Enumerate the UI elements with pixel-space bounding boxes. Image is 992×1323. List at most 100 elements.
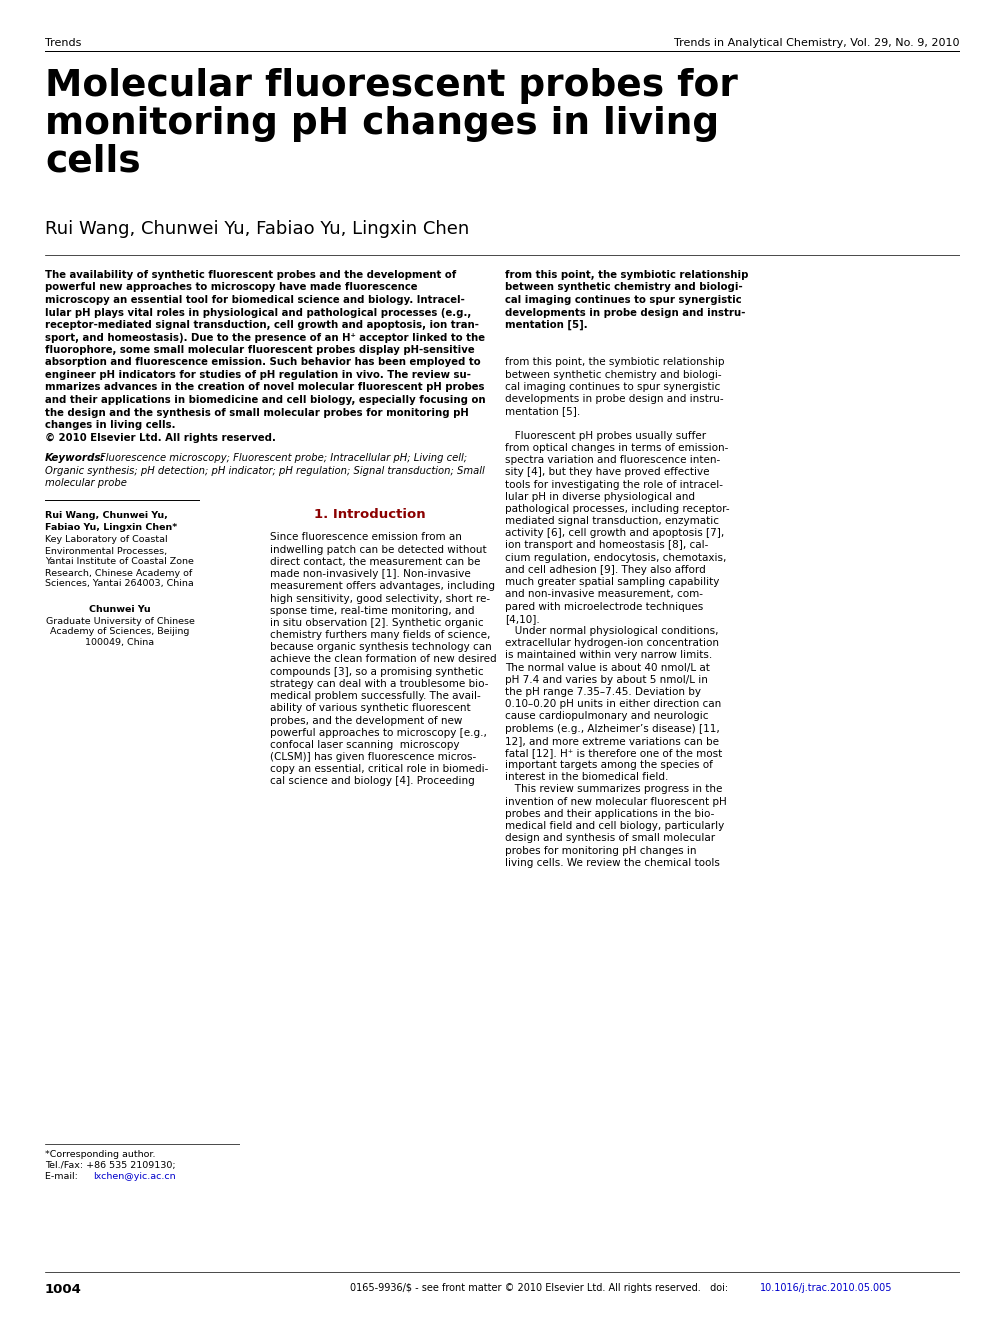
Text: copy an essential, critical role in biomedi-: copy an essential, critical role in biom… <box>270 765 488 774</box>
Text: Sciences, Yantai 264003, China: Sciences, Yantai 264003, China <box>45 579 193 589</box>
Text: interest in the biomedical field.: interest in the biomedical field. <box>505 773 669 782</box>
Text: changes in living cells.: changes in living cells. <box>45 419 176 430</box>
Text: and their applications in biomedicine and cell biology, especially focusing on: and their applications in biomedicine an… <box>45 396 486 405</box>
Text: Since fluorescence emission from an: Since fluorescence emission from an <box>270 532 462 542</box>
Text: [4,10].: [4,10]. <box>505 614 540 623</box>
Text: mmarizes advances in the creation of novel molecular fluorescent pH probes: mmarizes advances in the creation of nov… <box>45 382 484 393</box>
Text: Under normal physiological conditions,: Under normal physiological conditions, <box>505 626 718 636</box>
Text: mentation [5].: mentation [5]. <box>505 406 580 417</box>
Text: compounds [3], so a promising synthetic: compounds [3], so a promising synthetic <box>270 667 484 676</box>
Text: Key Laboratory of Coastal: Key Laboratory of Coastal <box>45 536 168 545</box>
Text: molecular probe: molecular probe <box>45 478 127 488</box>
Text: direct contact, the measurement can be: direct contact, the measurement can be <box>270 557 480 566</box>
Text: in situ observation [2]. Synthetic organic: in situ observation [2]. Synthetic organ… <box>270 618 484 628</box>
Text: problems (e.g., Alzheimer’s disease) [11,: problems (e.g., Alzheimer’s disease) [11… <box>505 724 720 733</box>
Text: This review summarizes progress in the: This review summarizes progress in the <box>505 785 722 795</box>
Text: developments in probe design and instru-: developments in probe design and instru- <box>505 394 723 404</box>
Text: ability of various synthetic fluorescent: ability of various synthetic fluorescent <box>270 704 470 713</box>
Text: 0.10–0.20 pH units in either direction can: 0.10–0.20 pH units in either direction c… <box>505 699 721 709</box>
Text: activity [6], cell growth and apoptosis [7],: activity [6], cell growth and apoptosis … <box>505 528 724 538</box>
Text: important targets among the species of: important targets among the species of <box>505 761 713 770</box>
Text: much greater spatial sampling capability: much greater spatial sampling capability <box>505 577 719 587</box>
Text: Rui Wang, Chunwei Yu,: Rui Wang, Chunwei Yu, <box>45 511 168 520</box>
Text: because organic synthesis technology can: because organic synthesis technology can <box>270 642 492 652</box>
Text: The normal value is about 40 nmol/L at: The normal value is about 40 nmol/L at <box>505 663 710 672</box>
Text: engineer pH indicators for studies of pH regulation in vivo. The review su-: engineer pH indicators for studies of pH… <box>45 370 471 380</box>
Text: receptor-mediated signal transduction, cell growth and apoptosis, ion tran-: receptor-mediated signal transduction, c… <box>45 320 479 329</box>
Text: the design and the synthesis of small molecular probes for monitoring pH: the design and the synthesis of small mo… <box>45 407 469 418</box>
Text: and cell adhesion [9]. They also afford: and cell adhesion [9]. They also afford <box>505 565 705 576</box>
Text: cells: cells <box>45 144 141 180</box>
Text: living cells. We review the chemical tools: living cells. We review the chemical too… <box>505 857 720 868</box>
Text: cium regulation, endocytosis, chemotaxis,: cium regulation, endocytosis, chemotaxis… <box>505 553 726 562</box>
Text: probes for monitoring pH changes in: probes for monitoring pH changes in <box>505 845 696 856</box>
Text: indwelling patch can be detected without: indwelling patch can be detected without <box>270 545 487 554</box>
Text: *Corresponding author.: *Corresponding author. <box>45 1150 156 1159</box>
Text: Molecular fluorescent probes for: Molecular fluorescent probes for <box>45 67 738 105</box>
Text: cal imaging continues to spur synergistic: cal imaging continues to spur synergisti… <box>505 382 720 392</box>
Text: chemistry furthers many fields of science,: chemistry furthers many fields of scienc… <box>270 630 490 640</box>
Text: sport, and homeostasis). Due to the presence of an H⁺ acceptor linked to the: sport, and homeostasis). Due to the pres… <box>45 332 485 343</box>
Text: design and synthesis of small molecular: design and synthesis of small molecular <box>505 833 715 843</box>
Text: from this point, the symbiotic relationship: from this point, the symbiotic relations… <box>505 357 724 368</box>
Text: lxchen@yic.ac.cn: lxchen@yic.ac.cn <box>93 1172 176 1181</box>
Text: monitoring pH changes in living: monitoring pH changes in living <box>45 106 719 142</box>
Text: strategy can deal with a troublesome bio-: strategy can deal with a troublesome bio… <box>270 679 488 689</box>
Text: developments in probe design and instru-: developments in probe design and instru- <box>505 307 745 318</box>
Text: pared with microelectrode techniques: pared with microelectrode techniques <box>505 602 703 611</box>
Text: tools for investigating the role of intracel-: tools for investigating the role of intr… <box>505 479 723 490</box>
Text: lular pH in diverse physiological and: lular pH in diverse physiological and <box>505 492 695 501</box>
Text: achieve the clean formation of new desired: achieve the clean formation of new desir… <box>270 655 497 664</box>
Text: the pH range 7.35–7.45. Deviation by: the pH range 7.35–7.45. Deviation by <box>505 687 701 697</box>
Text: Academy of Sciences, Beijing: Academy of Sciences, Beijing <box>51 627 189 636</box>
Text: absorption and fluorescence emission. Such behavior has been employed to: absorption and fluorescence emission. Su… <box>45 357 481 368</box>
Text: medical problem successfully. The avail-: medical problem successfully. The avail- <box>270 691 481 701</box>
Text: made non-invasively [1]. Non-invasive: made non-invasively [1]. Non-invasive <box>270 569 471 579</box>
Text: Fluorescent pH probes usually suffer: Fluorescent pH probes usually suffer <box>505 431 706 441</box>
Text: sity [4], but they have proved effective: sity [4], but they have proved effective <box>505 467 709 478</box>
Text: sponse time, real-time monitoring, and: sponse time, real-time monitoring, and <box>270 606 474 615</box>
Text: measurement offers advantages, including: measurement offers advantages, including <box>270 581 495 591</box>
Text: Graduate University of Chinese: Graduate University of Chinese <box>46 617 194 626</box>
Text: (CLSM)] has given fluorescence micros-: (CLSM)] has given fluorescence micros- <box>270 751 476 762</box>
Text: high sensitivity, good selectivity, short re-: high sensitivity, good selectivity, shor… <box>270 594 490 603</box>
Text: between synthetic chemistry and biologi-: between synthetic chemistry and biologi- <box>505 369 721 380</box>
Text: invention of new molecular fluorescent pH: invention of new molecular fluorescent p… <box>505 796 727 807</box>
Text: The availability of synthetic fluorescent probes and the development of: The availability of synthetic fluorescen… <box>45 270 456 280</box>
Text: powerful approaches to microscopy [e.g.,: powerful approaches to microscopy [e.g., <box>270 728 487 738</box>
Text: ion transport and homeostasis [8], cal-: ion transport and homeostasis [8], cal- <box>505 541 708 550</box>
Text: lular pH plays vital roles in physiological and pathological processes (e.g.,: lular pH plays vital roles in physiologi… <box>45 307 471 318</box>
Text: Fluorescence microscopy; Fluorescent probe; Intracellular pH; Living cell;: Fluorescence microscopy; Fluorescent pro… <box>100 452 467 463</box>
Text: microscopy an essential tool for biomedical science and biology. Intracel-: microscopy an essential tool for biomedi… <box>45 295 464 306</box>
Text: fatal [12]. H⁺ is therefore one of the most: fatal [12]. H⁺ is therefore one of the m… <box>505 747 722 758</box>
Text: and non-invasive measurement, com-: and non-invasive measurement, com- <box>505 589 703 599</box>
Text: 1004: 1004 <box>45 1283 82 1297</box>
Text: mentation [5].: mentation [5]. <box>505 320 587 331</box>
Text: spectra variation and fluorescence inten-: spectra variation and fluorescence inten… <box>505 455 720 466</box>
Text: medical field and cell biology, particularly: medical field and cell biology, particul… <box>505 822 724 831</box>
Text: fluorophore, some small molecular fluorescent probes display pH-sensitive: fluorophore, some small molecular fluore… <box>45 345 474 355</box>
Text: Rui Wang, Chunwei Yu, Fabiao Yu, Lingxin Chen: Rui Wang, Chunwei Yu, Fabiao Yu, Lingxin… <box>45 220 469 238</box>
Text: cal imaging continues to spur synergistic: cal imaging continues to spur synergisti… <box>505 295 742 306</box>
Text: probes, and the development of new: probes, and the development of new <box>270 716 462 725</box>
Text: Chunwei Yu: Chunwei Yu <box>89 605 151 614</box>
Text: cause cardiopulmonary and neurologic: cause cardiopulmonary and neurologic <box>505 712 708 721</box>
Text: Environmental Processes,: Environmental Processes, <box>45 546 167 556</box>
Text: from this point, the symbiotic relationship: from this point, the symbiotic relations… <box>505 270 748 280</box>
Text: from optical changes in terms of emission-: from optical changes in terms of emissio… <box>505 443 728 452</box>
Text: extracellular hydrogen-ion concentration: extracellular hydrogen-ion concentration <box>505 638 719 648</box>
Text: 1. Introduction: 1. Introduction <box>314 508 426 521</box>
Text: confocal laser scanning  microscopy: confocal laser scanning microscopy <box>270 740 459 750</box>
Text: Trends in Analytical Chemistry, Vol. 29, No. 9, 2010: Trends in Analytical Chemistry, Vol. 29,… <box>675 38 960 48</box>
Text: 0165-9936/$ - see front matter © 2010 Elsevier Ltd. All rights reserved.   doi:: 0165-9936/$ - see front matter © 2010 El… <box>350 1283 728 1293</box>
Text: pH 7.4 and varies by about 5 nmol/L in: pH 7.4 and varies by about 5 nmol/L in <box>505 675 708 685</box>
Text: Tel./Fax: +86 535 2109130;: Tel./Fax: +86 535 2109130; <box>45 1162 176 1170</box>
Text: Research, Chinese Academy of: Research, Chinese Academy of <box>45 569 192 578</box>
Text: Yantai Institute of Coastal Zone: Yantai Institute of Coastal Zone <box>45 557 193 566</box>
Text: 10.1016/j.trac.2010.05.005: 10.1016/j.trac.2010.05.005 <box>760 1283 893 1293</box>
Text: between synthetic chemistry and biologi-: between synthetic chemistry and biologi- <box>505 283 743 292</box>
Text: cal science and biology [4]. Proceeding: cal science and biology [4]. Proceeding <box>270 777 475 786</box>
Text: mediated signal transduction, enzymatic: mediated signal transduction, enzymatic <box>505 516 719 527</box>
Text: Fabiao Yu, Lingxin Chen*: Fabiao Yu, Lingxin Chen* <box>45 523 178 532</box>
Text: Trends: Trends <box>45 38 81 48</box>
